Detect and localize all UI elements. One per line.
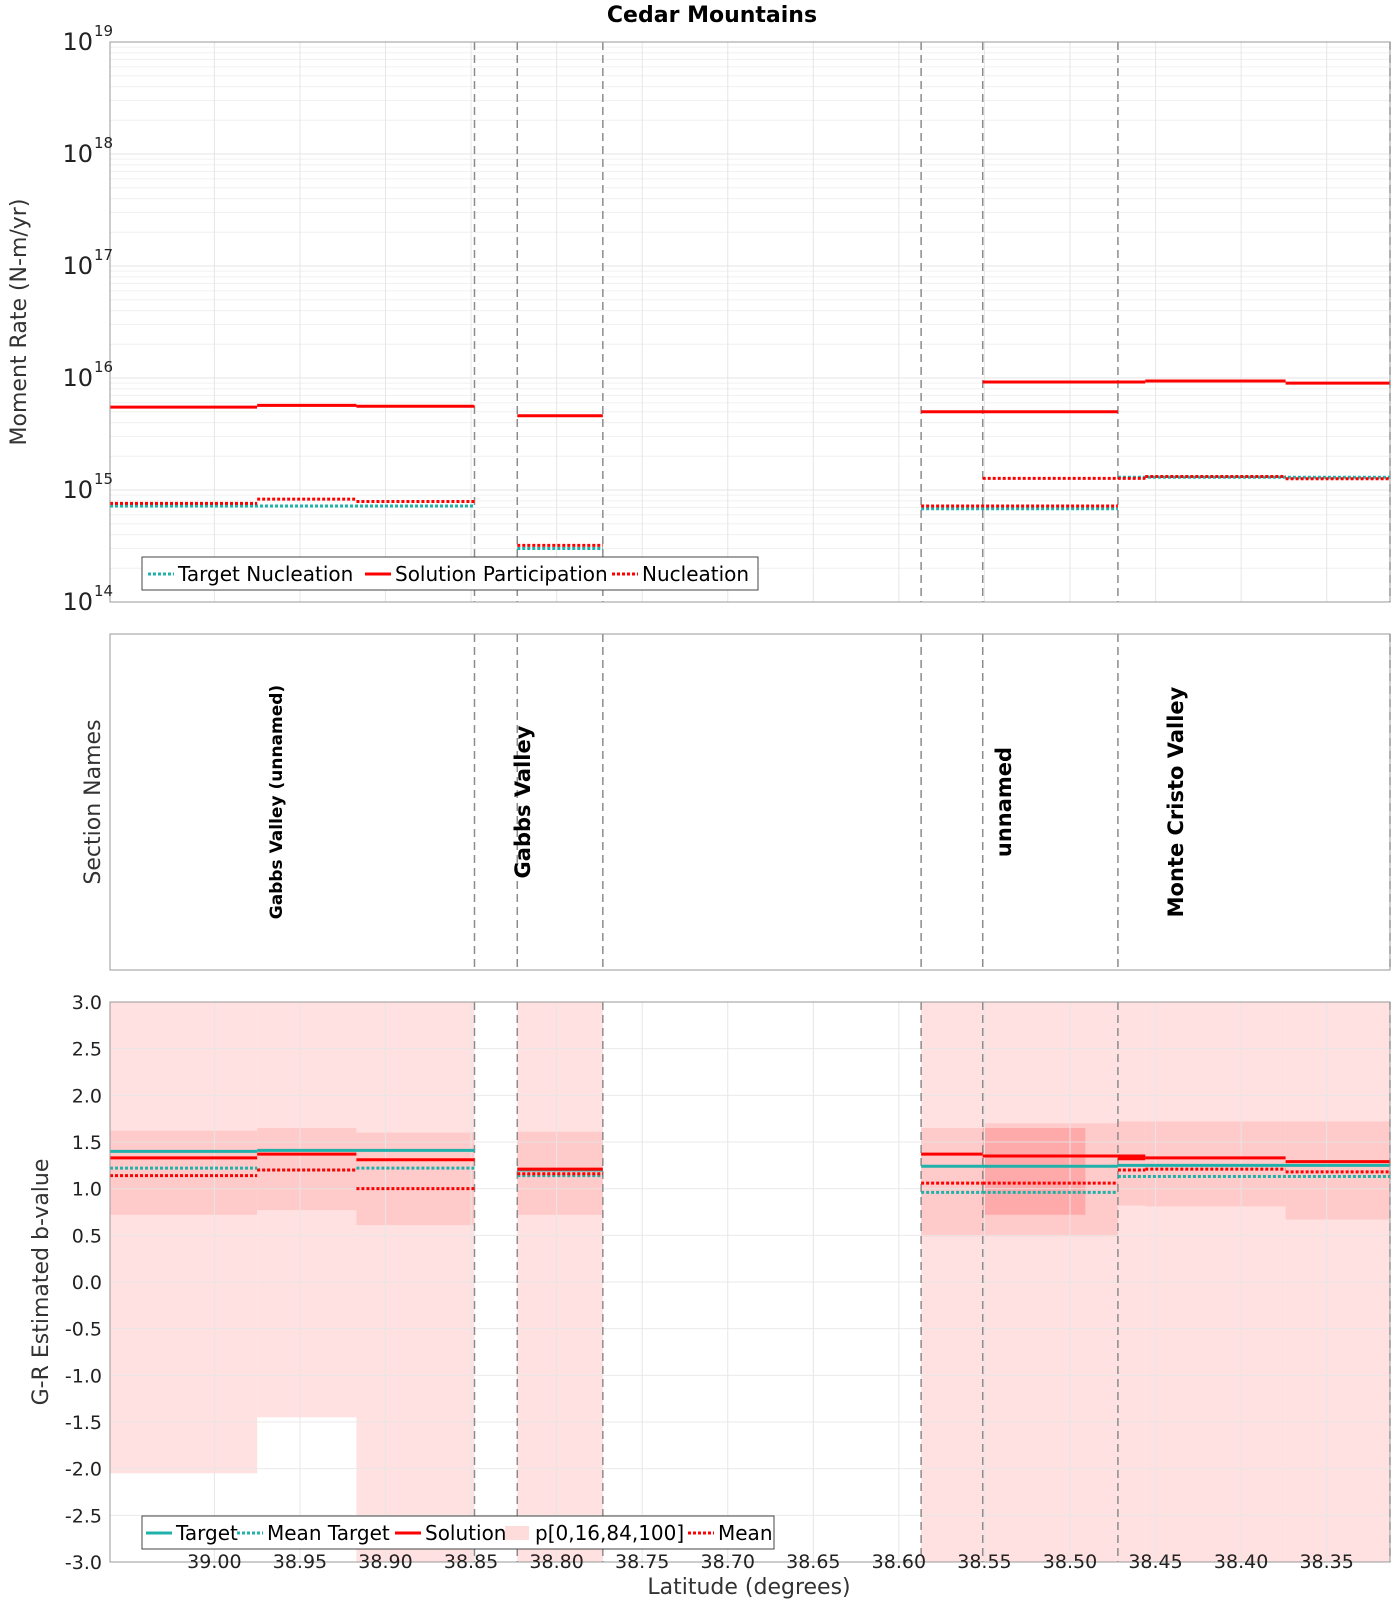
plot-area bbox=[110, 634, 1390, 970]
percentile-band-inner bbox=[1117, 1121, 1146, 1206]
section-names-panel: Gabbs Valley (unnamed) Gabbs Valley unname… bbox=[81, 633, 1391, 971]
plot-area bbox=[110, 42, 1390, 602]
x-axis-label: Latitude (degrees) bbox=[647, 1575, 850, 1600]
figure-title: Cedar Mountains bbox=[607, 3, 817, 28]
panel-frame bbox=[109, 633, 1391, 971]
x-tick-label: 38.35 bbox=[1299, 1551, 1353, 1573]
y-tick-label: -2.5 bbox=[65, 1505, 102, 1527]
x-tick-label: 38.50 bbox=[1043, 1551, 1097, 1573]
y-tick-exponent: 17 bbox=[94, 246, 113, 264]
legend-label: Target bbox=[175, 1521, 238, 1545]
y-tick-label: 10 bbox=[62, 252, 93, 280]
y-tick-exponent: 15 bbox=[94, 470, 113, 488]
y-tick-label: 3.0 bbox=[72, 992, 102, 1014]
legend-label: Nucleation bbox=[642, 562, 749, 586]
y-tick-label: 10 bbox=[62, 476, 93, 504]
section-name: unnamed bbox=[992, 747, 1016, 857]
b-value-panel: 3.0 2.5 2.0 1.5 1.0 0.5 0.0 -0.5 -1.0 -1.5 -2.0 -2.… bbox=[29, 992, 1391, 1574]
y-tick-label: 1.5 bbox=[72, 1132, 102, 1154]
x-tick-label: 38.55 bbox=[957, 1551, 1011, 1573]
x-tick-label: 38.85 bbox=[444, 1551, 498, 1573]
percentile-band-outer bbox=[110, 1002, 258, 1474]
panel-frame bbox=[109, 41, 1391, 603]
x-tick-label: 38.90 bbox=[358, 1551, 412, 1573]
y-axis-label: G-R Estimated b-value bbox=[29, 1159, 54, 1406]
y-tick-exponent: 18 bbox=[94, 134, 113, 152]
legend-label: Mean Target bbox=[267, 1521, 390, 1545]
x-tick-label: 38.70 bbox=[701, 1551, 755, 1573]
y-axis-label: Section Names bbox=[81, 719, 106, 884]
legend-label: Mean bbox=[718, 1521, 773, 1545]
x-tick-label: 38.95 bbox=[273, 1551, 327, 1573]
y-tick-label: 1.0 bbox=[72, 1179, 102, 1201]
x-tick-label: 38.60 bbox=[872, 1551, 926, 1573]
percentile-band-inner bbox=[110, 1130, 258, 1215]
legend-label: p[0,16,84,100] bbox=[535, 1521, 684, 1545]
y-tick-exponent: 19 bbox=[94, 22, 113, 40]
y-tick-label: 10 bbox=[62, 140, 93, 168]
legend-label: Target Nucleation bbox=[177, 562, 353, 586]
y-axis-label: Moment Rate (N-m/yr) bbox=[7, 199, 32, 446]
y-tick-label: 10 bbox=[62, 588, 93, 616]
y-tick-exponent: 16 bbox=[94, 358, 113, 376]
section-name: Gabbs Valley bbox=[511, 725, 535, 878]
panel-frame bbox=[109, 1001, 1391, 1563]
percentile-band-inner bbox=[257, 1128, 357, 1211]
y-tick-label: -0.5 bbox=[65, 1319, 102, 1341]
section-name: Monte Cristo Valley bbox=[1164, 686, 1188, 917]
y-tick-exponent: 14 bbox=[94, 582, 113, 600]
x-tick-label: 38.65 bbox=[786, 1551, 840, 1573]
x-tick-label: 39.00 bbox=[187, 1551, 241, 1573]
x-tick-label: 38.45 bbox=[1128, 1551, 1182, 1573]
percentile-band-inner bbox=[356, 1132, 475, 1226]
legend-label: Solution Participation bbox=[395, 562, 608, 586]
x-tick-label: 38.40 bbox=[1214, 1551, 1268, 1573]
legend-swatch bbox=[505, 1526, 529, 1540]
legend-label: Solution bbox=[425, 1521, 506, 1545]
legend: Target Mean Target Solution p[0,16,84,100] M… bbox=[141, 1515, 775, 1550]
y-tick-label: 0.5 bbox=[72, 1225, 102, 1247]
y-tick-label: -3.0 bbox=[65, 1552, 102, 1574]
y-tick-label: 10 bbox=[62, 28, 93, 56]
x-tick-label: 38.75 bbox=[615, 1551, 669, 1573]
y-tick-label: -2.0 bbox=[65, 1459, 102, 1481]
legend: Target Nucleation Solution Participation N… bbox=[141, 556, 759, 591]
y-tick-label: -1.0 bbox=[65, 1365, 102, 1387]
y-tick-label: -1.5 bbox=[65, 1412, 102, 1434]
y-tick-label: 2.0 bbox=[72, 1085, 102, 1107]
section-name: Gabbs Valley (unnamed) bbox=[267, 685, 287, 919]
legend-box bbox=[141, 556, 759, 591]
y-tick-label: 0.0 bbox=[72, 1272, 102, 1294]
y-tick-label: 2.5 bbox=[72, 1039, 102, 1061]
x-tick-label: 38.80 bbox=[529, 1551, 583, 1573]
y-tick-label: 10 bbox=[62, 364, 93, 392]
